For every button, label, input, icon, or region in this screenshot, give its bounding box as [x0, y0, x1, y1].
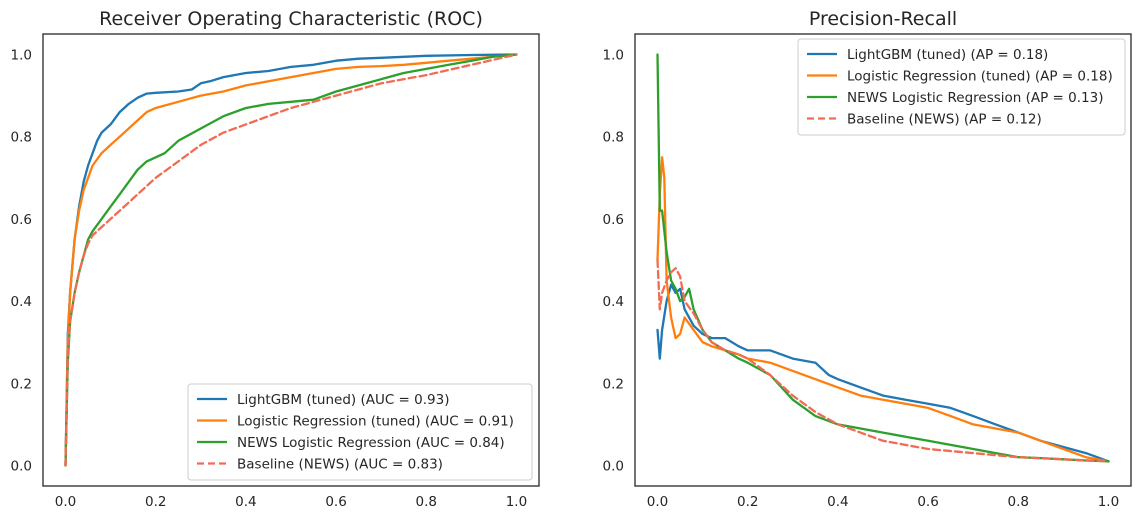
plot-frame — [42, 33, 540, 487]
y-tick-label: 0.6 — [603, 212, 624, 228]
series-line-3 — [656, 258, 1110, 463]
y-tick-label: 0.4 — [11, 294, 32, 310]
y-tick-label: 0.2 — [11, 376, 32, 392]
legend-label: Baseline (NEWS) (AP = 0.12) — [847, 112, 1042, 128]
chart-title: Receiver Operating Characteristic (ROC) — [99, 8, 483, 30]
x-tick-label: 0.0 — [55, 494, 76, 510]
plot-frame — [634, 33, 1132, 487]
roc-chart: Receiver Operating Characteristic (ROC) 0… — [11, 8, 540, 510]
x-tick-label: 0.4 — [235, 494, 256, 510]
y-tick-label: 0.6 — [11, 212, 32, 228]
y-tick-label: 1.0 — [603, 48, 624, 64]
x-tick-label: 0.2 — [145, 494, 166, 510]
legend-label: NEWS Logistic Regression (AP = 0.13) — [847, 90, 1104, 106]
y-tick-label: 0.0 — [11, 458, 32, 474]
series-group — [656, 53, 1110, 463]
legend-label: NEWS Logistic Regression (AUC = 0.84) — [237, 435, 505, 451]
legend: LightGBM (tuned) (AUC = 0.93) Logistic Re… — [187, 383, 533, 481]
series-line-1 — [64, 53, 518, 467]
y-tick-label: 0.8 — [603, 130, 624, 146]
x-tick-label: 0.8 — [1008, 494, 1029, 510]
chart-title: Precision-Recall — [809, 8, 957, 30]
y-tick-label: 0.4 — [603, 294, 624, 310]
y-tick-label: 0.2 — [603, 376, 624, 392]
x-tick-label: 0.4 — [827, 494, 848, 510]
x-tick-label: 0.0 — [647, 494, 668, 510]
series-line-0 — [64, 53, 518, 467]
x-tick-label: 1.0 — [506, 494, 527, 510]
x-tick-label: 1.0 — [1098, 494, 1119, 510]
legend-label: LightGBM (tuned) (AUC = 0.93) — [237, 392, 450, 408]
y-tick-label: 0.0 — [603, 458, 624, 474]
precision-recall-chart: Precision-Recall 0.0 0.2 0.4 0.6 0.8 1.0 0.0 0.2… — [603, 8, 1132, 510]
legend-box — [187, 383, 533, 481]
legend-label: LightGBM (tuned) (AP = 0.18) — [847, 47, 1048, 63]
x-tick-label: 0.8 — [416, 494, 437, 510]
y-tick-label: 1.0 — [11, 48, 32, 64]
series-group — [64, 53, 518, 467]
legend-label: Logistic Regression (tuned) (AP = 0.18) — [847, 69, 1113, 85]
x-tick-label: 0.6 — [325, 494, 346, 510]
series-line-3 — [64, 53, 518, 467]
x-tick-label: 0.2 — [737, 494, 758, 510]
x-tick-label: 0.6 — [917, 494, 938, 510]
legend: LightGBM (tuned) (AP = 0.18) Logistic Reg… — [797, 38, 1126, 136]
legend-label: Logistic Regression (tuned) (AUC = 0.91) — [237, 414, 514, 430]
legend-box — [797, 38, 1126, 136]
series-line-1 — [656, 156, 1110, 463]
legend-label: Baseline (NEWS) (AUC = 0.83) — [237, 457, 443, 473]
y-tick-label: 0.8 — [11, 130, 32, 146]
series-line-0 — [656, 283, 1110, 463]
